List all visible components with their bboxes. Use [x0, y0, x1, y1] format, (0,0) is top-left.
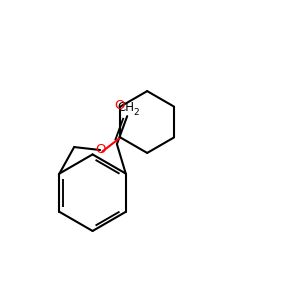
Text: 2: 2	[134, 107, 139, 116]
Text: O: O	[95, 143, 105, 156]
Text: CH: CH	[117, 101, 134, 114]
Text: O: O	[115, 100, 125, 112]
